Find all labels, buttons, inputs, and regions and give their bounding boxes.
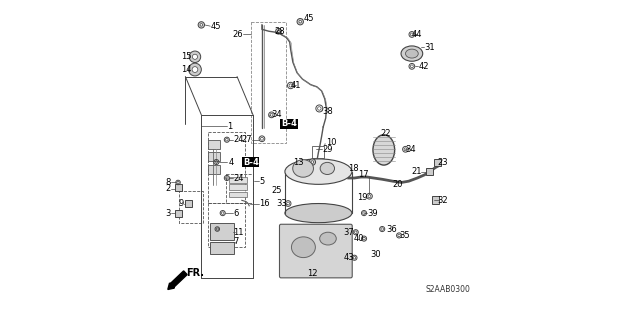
Text: 7: 7 xyxy=(233,237,239,246)
Circle shape xyxy=(189,51,201,63)
Bar xyxy=(252,22,286,143)
Ellipse shape xyxy=(401,46,422,61)
Ellipse shape xyxy=(285,204,352,223)
Bar xyxy=(434,159,441,166)
Text: S2AAB0300: S2AAB0300 xyxy=(425,285,470,294)
Text: 34: 34 xyxy=(271,110,282,119)
Bar xyxy=(208,140,220,149)
Text: 34: 34 xyxy=(406,145,416,154)
Bar xyxy=(210,242,234,254)
Text: 38: 38 xyxy=(323,107,333,115)
Circle shape xyxy=(198,22,205,28)
Bar xyxy=(426,168,433,175)
Text: 15: 15 xyxy=(181,52,192,61)
Text: 9: 9 xyxy=(179,199,184,208)
Bar xyxy=(208,152,220,161)
Text: FR.: FR. xyxy=(186,268,204,278)
Text: 14: 14 xyxy=(181,65,192,74)
Text: 20: 20 xyxy=(393,180,403,189)
Ellipse shape xyxy=(291,237,316,258)
Bar xyxy=(175,210,182,217)
Circle shape xyxy=(200,24,203,26)
Bar xyxy=(432,197,439,204)
Text: 2: 2 xyxy=(166,184,171,193)
Text: 44: 44 xyxy=(412,30,422,39)
Text: 45: 45 xyxy=(211,22,221,31)
Circle shape xyxy=(297,19,303,25)
Bar xyxy=(312,146,324,158)
Ellipse shape xyxy=(406,49,419,58)
Bar xyxy=(229,184,246,190)
Bar xyxy=(210,223,234,240)
Bar xyxy=(179,191,203,223)
Text: 37: 37 xyxy=(344,228,355,237)
Text: 24: 24 xyxy=(233,135,244,144)
Circle shape xyxy=(309,159,316,165)
Text: 25: 25 xyxy=(271,186,282,195)
Text: B-4: B-4 xyxy=(243,158,259,167)
Text: 21: 21 xyxy=(411,167,422,176)
Text: 39: 39 xyxy=(367,209,378,218)
Text: 35: 35 xyxy=(399,231,410,240)
Text: 24: 24 xyxy=(233,174,244,182)
Text: 10: 10 xyxy=(326,138,336,147)
Text: 12: 12 xyxy=(307,269,317,278)
Text: 18: 18 xyxy=(348,164,358,173)
Text: 45: 45 xyxy=(303,14,314,23)
Text: 31: 31 xyxy=(424,43,435,52)
Text: 6: 6 xyxy=(233,209,239,218)
Text: 16: 16 xyxy=(259,199,270,208)
Text: 40: 40 xyxy=(353,234,364,243)
Circle shape xyxy=(192,67,198,72)
Text: 23: 23 xyxy=(437,158,448,167)
Ellipse shape xyxy=(292,160,314,177)
Circle shape xyxy=(189,63,202,76)
Circle shape xyxy=(299,20,301,23)
Text: 43: 43 xyxy=(344,253,355,262)
Text: 41: 41 xyxy=(291,81,301,90)
Text: 42: 42 xyxy=(419,62,429,71)
Text: 36: 36 xyxy=(387,225,397,234)
Text: 4: 4 xyxy=(228,158,234,167)
Text: 33: 33 xyxy=(276,199,287,208)
Text: 27: 27 xyxy=(242,135,252,144)
Text: 28: 28 xyxy=(275,27,285,36)
Bar xyxy=(208,132,245,203)
Text: 3: 3 xyxy=(165,209,171,218)
Text: 5: 5 xyxy=(259,177,265,186)
Text: 32: 32 xyxy=(437,196,448,205)
Bar xyxy=(229,177,246,183)
Bar xyxy=(226,174,253,203)
Text: B-4: B-4 xyxy=(281,119,297,128)
Circle shape xyxy=(193,54,198,59)
Circle shape xyxy=(311,161,314,163)
Bar xyxy=(185,200,192,207)
Ellipse shape xyxy=(320,162,335,174)
Ellipse shape xyxy=(320,232,336,245)
Bar xyxy=(208,165,220,174)
Text: 29: 29 xyxy=(323,145,333,154)
Text: 8: 8 xyxy=(165,178,171,187)
Text: 22: 22 xyxy=(380,129,390,138)
Bar xyxy=(208,203,245,247)
Text: 26: 26 xyxy=(232,30,243,39)
Text: 19: 19 xyxy=(356,193,367,202)
Text: 17: 17 xyxy=(358,170,368,179)
Bar xyxy=(229,192,246,197)
Ellipse shape xyxy=(373,135,395,165)
Text: 13: 13 xyxy=(292,158,303,167)
Text: 30: 30 xyxy=(371,250,381,259)
Bar xyxy=(175,184,182,191)
Text: 11: 11 xyxy=(233,228,244,237)
FancyArrow shape xyxy=(168,271,187,289)
Ellipse shape xyxy=(285,159,352,184)
Text: 1: 1 xyxy=(227,122,233,130)
FancyBboxPatch shape xyxy=(280,224,352,278)
